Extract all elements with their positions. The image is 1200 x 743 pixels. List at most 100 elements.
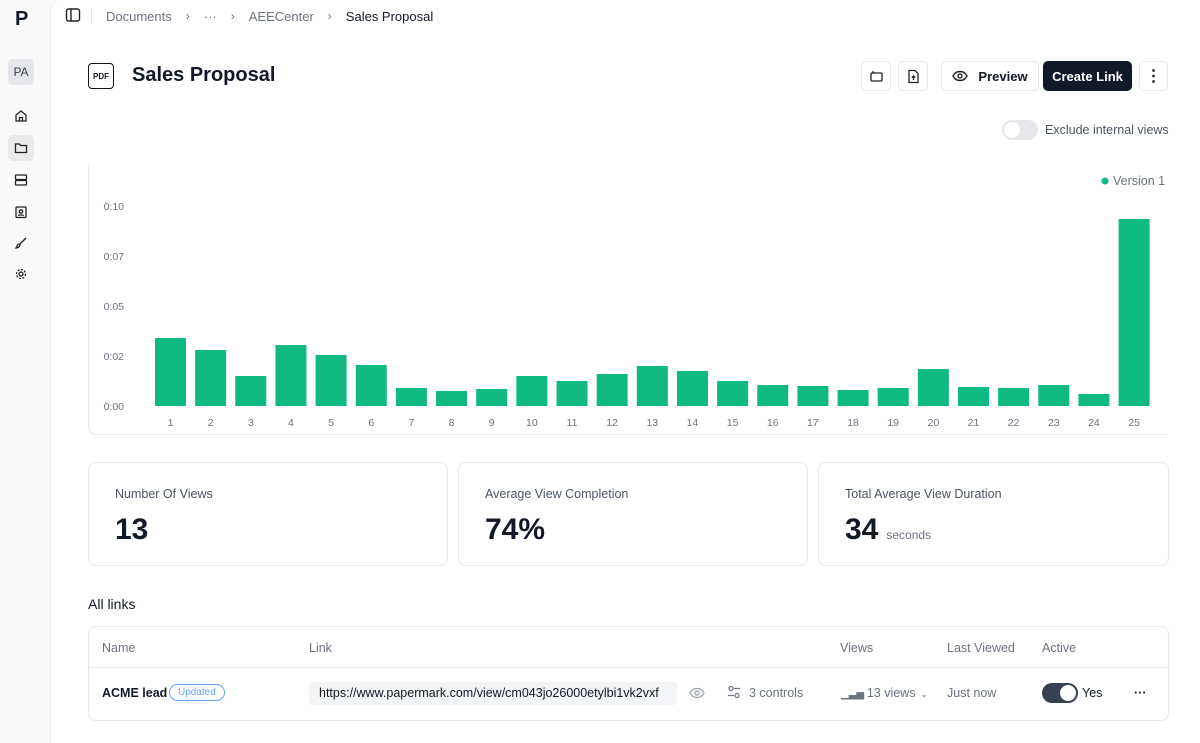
create-link-button[interactable]: Create Link [1043, 61, 1132, 91]
contact-icon[interactable] [8, 199, 34, 225]
controls-count[interactable]: 3 controls [749, 686, 804, 700]
stat-value: 34 seconds [845, 513, 931, 547]
settings-icon[interactable] [8, 261, 34, 287]
breadcrumb-folder[interactable]: AEECenter [248, 8, 314, 24]
rotate-button[interactable] [861, 61, 891, 91]
y-tick-label: 0:07 [104, 251, 125, 263]
last-viewed: Just now [947, 686, 997, 700]
x-tick-label: 9 [489, 417, 495, 429]
breadcrumb-ellipsis[interactable]: ··· [203, 8, 217, 24]
avatar[interactable]: PA [8, 59, 34, 85]
bar [315, 355, 347, 406]
exclude-internal-label: Exclude internal views [1045, 123, 1169, 137]
x-tick-label: 11 [567, 417, 578, 429]
y-tick-label: 0:02 [104, 351, 125, 363]
controls-icon[interactable] [727, 685, 741, 704]
x-tick-label: 8 [449, 417, 455, 429]
updated-badge: Updated [169, 684, 225, 701]
stat-card-duration: Total Average View Duration 34 seconds [818, 462, 1169, 566]
bar [1118, 219, 1150, 406]
active-toggle[interactable] [1042, 683, 1078, 703]
breadcrumb-documents[interactable]: Documents [106, 8, 172, 24]
breadcrumb-current: Sales Proposal [345, 8, 434, 24]
col-last-viewed: Last Viewed [947, 641, 1015, 655]
stat-card-views: Number Of Views 13 [88, 462, 448, 566]
bar [436, 391, 468, 406]
bar [917, 369, 949, 406]
bar [235, 376, 267, 406]
preview-button[interactable]: Preview [941, 61, 1039, 91]
stat-card-completion: Average View Completion 74% [458, 462, 808, 566]
x-tick-label: 13 [646, 417, 658, 429]
sidebar-toggle-icon[interactable] [65, 7, 81, 26]
bar [1078, 394, 1110, 406]
x-tick-label: 19 [887, 417, 899, 429]
bar [676, 371, 708, 406]
col-active: Active [1042, 641, 1077, 655]
main: Documents › ··· › AEECenter › Sales Proposa… [50, 0, 1200, 743]
views-count: 13 views [866, 686, 916, 700]
brush-icon[interactable] [8, 230, 34, 256]
col-link: Link [309, 641, 332, 655]
bar [636, 366, 668, 406]
bar-chart-icon: ▁▃▅ [841, 689, 867, 700]
bar [958, 387, 989, 406]
bar [717, 381, 749, 406]
views-dropdown[interactable]: ▁▃▅ 13 views ⌄ [841, 686, 928, 700]
x-tick-label: 24 [1088, 417, 1100, 429]
x-tick-label: 16 [767, 417, 779, 429]
stat-value: 13 [115, 513, 149, 546]
y-tick-label: 0:00 [104, 401, 125, 413]
stat-unit: seconds [886, 528, 932, 542]
x-tick-label: 21 [968, 417, 980, 429]
more-options-button[interactable]: ⋮ [1139, 61, 1168, 91]
link-name[interactable]: ACME lead [102, 686, 168, 700]
bar [556, 381, 588, 406]
x-tick-label: 23 [1048, 417, 1060, 429]
bar [355, 365, 387, 406]
folder-icon[interactable] [8, 135, 34, 161]
bar [476, 389, 508, 406]
x-tick-label: 15 [727, 417, 739, 429]
x-tick-label: 14 [687, 417, 699, 429]
x-tick-label: 22 [1008, 417, 1020, 429]
legend-label: Version 1 [1113, 174, 1165, 188]
stat-label: Average View Completion [485, 487, 629, 501]
bar [998, 388, 1030, 406]
bar [837, 390, 869, 406]
bar [596, 374, 628, 406]
x-tick-label: 1 [168, 417, 174, 429]
active-label: Yes [1082, 686, 1103, 700]
x-tick-label: 17 [807, 417, 819, 429]
x-tick-label: 25 [1128, 417, 1140, 429]
stat-number: 34 [845, 513, 879, 546]
bar [275, 345, 307, 406]
legend-dot [1101, 177, 1109, 185]
home-icon[interactable] [8, 103, 34, 129]
server-icon[interactable] [8, 167, 34, 193]
upload-version-button[interactable] [898, 61, 928, 91]
stat-label: Total Average View Duration [845, 487, 1002, 501]
stat-value: 74% [485, 513, 546, 546]
pdf-file-icon: PDF [88, 63, 114, 89]
col-views: Views [840, 641, 874, 655]
logo[interactable]: P [15, 8, 29, 30]
exclude-internal-toggle[interactable] [1002, 120, 1038, 140]
row-more-button[interactable]: ··· [1134, 686, 1147, 700]
bar [155, 338, 186, 406]
bar [797, 386, 829, 406]
eye-icon[interactable] [689, 686, 705, 704]
bar [877, 388, 909, 406]
chart: 0:00 0:02 0:05 0:07 0:10 1 2 3 4 5 6 7 8 9 10 11 12 13 14 1… [88, 165, 1168, 435]
x-tick-label: 10 [526, 417, 538, 429]
sidebar: P PA [0, 0, 50, 743]
y-tick-label: 0:05 [104, 301, 125, 313]
link-url[interactable]: https://www.papermark.com/view/cm043jo26… [309, 682, 677, 705]
links-heading: All links [88, 596, 136, 612]
x-tick-label: 3 [248, 417, 254, 429]
x-tick-label: 12 [606, 417, 618, 429]
bar [195, 350, 227, 406]
x-tick-label: 2 [208, 417, 214, 429]
chevron-down-icon: ⌄ [920, 689, 929, 699]
bar [395, 388, 427, 406]
